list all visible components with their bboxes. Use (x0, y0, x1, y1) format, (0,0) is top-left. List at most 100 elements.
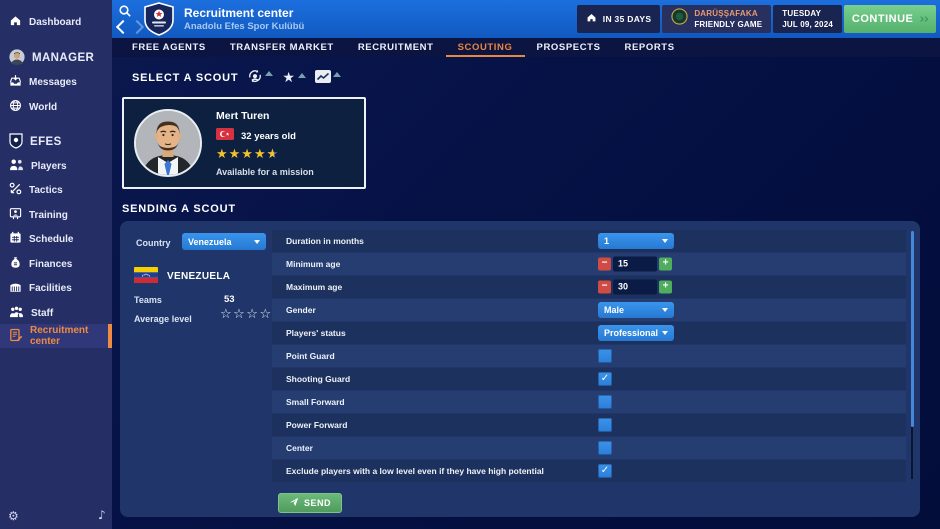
row-label: Center (286, 443, 313, 453)
next-event-box[interactable]: IN 35 DAYS (576, 5, 661, 33)
date-box[interactable]: TUESDAY JUL 09, 2024 (773, 5, 842, 33)
center-checkbox[interactable] (598, 441, 612, 455)
scout-level-sort[interactable]: ★ (282, 71, 306, 85)
page-title: Recruitment center (184, 6, 294, 20)
send-icon (289, 497, 299, 509)
sort-arrow-icon (265, 71, 274, 76)
players-icon (9, 158, 24, 174)
topbar: Recruitment center Anadolu Efes Spor Kul… (112, 0, 940, 38)
sidebar-item-label: MANAGER (32, 52, 95, 64)
row-label: Minimum age (286, 259, 341, 269)
average-level-stars: ☆☆☆☆☆ (220, 307, 286, 322)
tab-reports[interactable]: REPORTS (624, 42, 675, 53)
opponent-logo (671, 8, 688, 30)
players-status-value: Professional (604, 328, 659, 338)
country-label: Country (136, 238, 171, 248)
sidebar-item-training[interactable]: Training (0, 204, 112, 226)
sidebar-item-finances[interactable]: Finances (0, 253, 112, 275)
club-logo (142, 2, 176, 41)
sidebar-item-label: Finances (29, 258, 73, 270)
topbar-right-cluster: IN 35 DAYS DARÜŞŞAFAKA FRIENDLY GAME TUE… (576, 5, 936, 33)
scout-rating-stars: ★★★★★ ★ (216, 147, 280, 162)
tab-transfer-market[interactable]: TRANSFER MARKET (229, 42, 334, 53)
sidebar-item-world[interactable]: World (0, 96, 112, 118)
tab-prospects[interactable]: PROSPECTS (536, 42, 601, 53)
continue-button[interactable]: CONTINUE ›› (844, 5, 936, 33)
next-game-box[interactable]: DARÜŞŞAFAKA FRIENDLY GAME (662, 5, 772, 33)
sidebar-item-label: Training (29, 209, 68, 221)
chevron-down-icon (254, 239, 260, 244)
sort-arrow-icon (332, 72, 341, 77)
money-bag-icon (9, 256, 22, 272)
min-age-value[interactable]: 15 (613, 256, 657, 272)
form-row-center: Center (272, 437, 906, 459)
sidebar-item-label: Dashboard (29, 16, 82, 28)
sending-scout-panel: Country Venezuela VENEZUELA Teams 53 Ave… (120, 221, 920, 517)
search-icon[interactable] (118, 4, 132, 23)
home-icon (9, 14, 22, 30)
sidebar-item-efes[interactable]: EFES (0, 130, 112, 154)
row-label: Power Forward (286, 420, 348, 430)
country-select[interactable]: Venezuela (182, 233, 266, 250)
form-row-small-forward: Small Forward (272, 391, 906, 413)
sidebar-item-messages[interactable]: Messages (0, 71, 112, 93)
minus-button[interactable]: − (598, 257, 611, 271)
country-name: VENEZUELA (167, 271, 231, 282)
row-label: Maximum age (286, 282, 343, 292)
sidebar-item-schedule[interactable]: Schedule (0, 228, 112, 250)
scrollbar-thumb[interactable] (911, 231, 914, 427)
max-age-value[interactable]: 30 (613, 279, 657, 295)
minus-button[interactable]: − (598, 280, 611, 294)
scout-availability-sort[interactable] (247, 69, 274, 87)
plus-button[interactable]: + (659, 280, 672, 294)
tab-recruitment[interactable]: RECRUITMENT (357, 42, 434, 53)
sidebar-item-label: EFES (30, 136, 62, 148)
settings-gear-icon[interactable]: ⚙ (8, 509, 19, 523)
scout-performance-sort[interactable] (314, 70, 341, 86)
send-button[interactable]: SEND (278, 493, 343, 513)
staff-icon (9, 305, 24, 321)
power-forward-checkbox[interactable] (598, 418, 612, 432)
form-row-gender: Gender Male (272, 299, 906, 321)
select-a-scout-title: SELECT A SCOUT (132, 72, 239, 84)
form-row-duration: Duration in months 1 (272, 230, 906, 252)
form-row-max-age: Maximum age − 30 + (272, 276, 906, 298)
small-forward-checkbox[interactable] (598, 395, 612, 409)
calendar-icon (9, 231, 22, 247)
sidebar-item-label: Players (31, 160, 67, 172)
date-value: JUL 09, 2024 (782, 20, 833, 29)
gender-select[interactable]: Male (598, 302, 674, 318)
players-status-select[interactable]: Professional (598, 325, 674, 341)
average-level-label: Average level (134, 314, 192, 324)
tab-scouting[interactable]: SCOUTING (446, 38, 525, 57)
sidebar-item-staff[interactable]: Staff (0, 302, 112, 324)
tab-free-agents[interactable]: FREE AGENTS (132, 42, 206, 53)
building-icon (9, 280, 22, 296)
turkey-flag-icon (216, 127, 234, 145)
sidebar-item-recruitment-center[interactable]: Recruitment center (0, 324, 112, 348)
sidebar-item-manager[interactable]: MANAGER (0, 46, 112, 70)
exclude-low-level-checkbox[interactable]: ✓ (598, 464, 612, 478)
shooting-guard-checkbox[interactable]: ✓ (598, 372, 612, 386)
scout-mission-form: Duration in months 1 Minimum age − 15 + … (272, 230, 906, 483)
chart-icon (314, 70, 331, 86)
form-row-shooting-guard: Shooting Guard ✓ (272, 368, 906, 390)
max-age-stepper: − 30 + (598, 279, 672, 295)
duration-value: 1 (604, 236, 610, 246)
teams-label: Teams (134, 295, 162, 305)
tactics-icon (9, 182, 22, 198)
point-guard-checkbox[interactable] (598, 349, 612, 363)
sidebar-item-dashboard[interactable]: Dashboard (0, 11, 112, 33)
sidebar-item-facilities[interactable]: Facilities (0, 277, 112, 299)
row-label: Gender (286, 305, 316, 315)
plus-button[interactable]: + (659, 257, 672, 271)
training-icon (9, 207, 22, 223)
duration-select[interactable]: 1 (598, 233, 674, 249)
music-note-icon[interactable]: ♪ (98, 508, 106, 522)
scout-card[interactable]: Mert Turen 32 years old ★★★★★ ★ Available… (122, 97, 366, 189)
row-label: Small Forward (286, 397, 345, 407)
tabbar: FREE AGENTS TRANSFER MARKET RECRUITMENT … (112, 38, 940, 57)
sidebar-item-tactics[interactable]: Tactics (0, 179, 112, 201)
continue-chevrons-icon: ›› (919, 11, 929, 27)
sidebar-item-players[interactable]: Players (0, 155, 112, 177)
